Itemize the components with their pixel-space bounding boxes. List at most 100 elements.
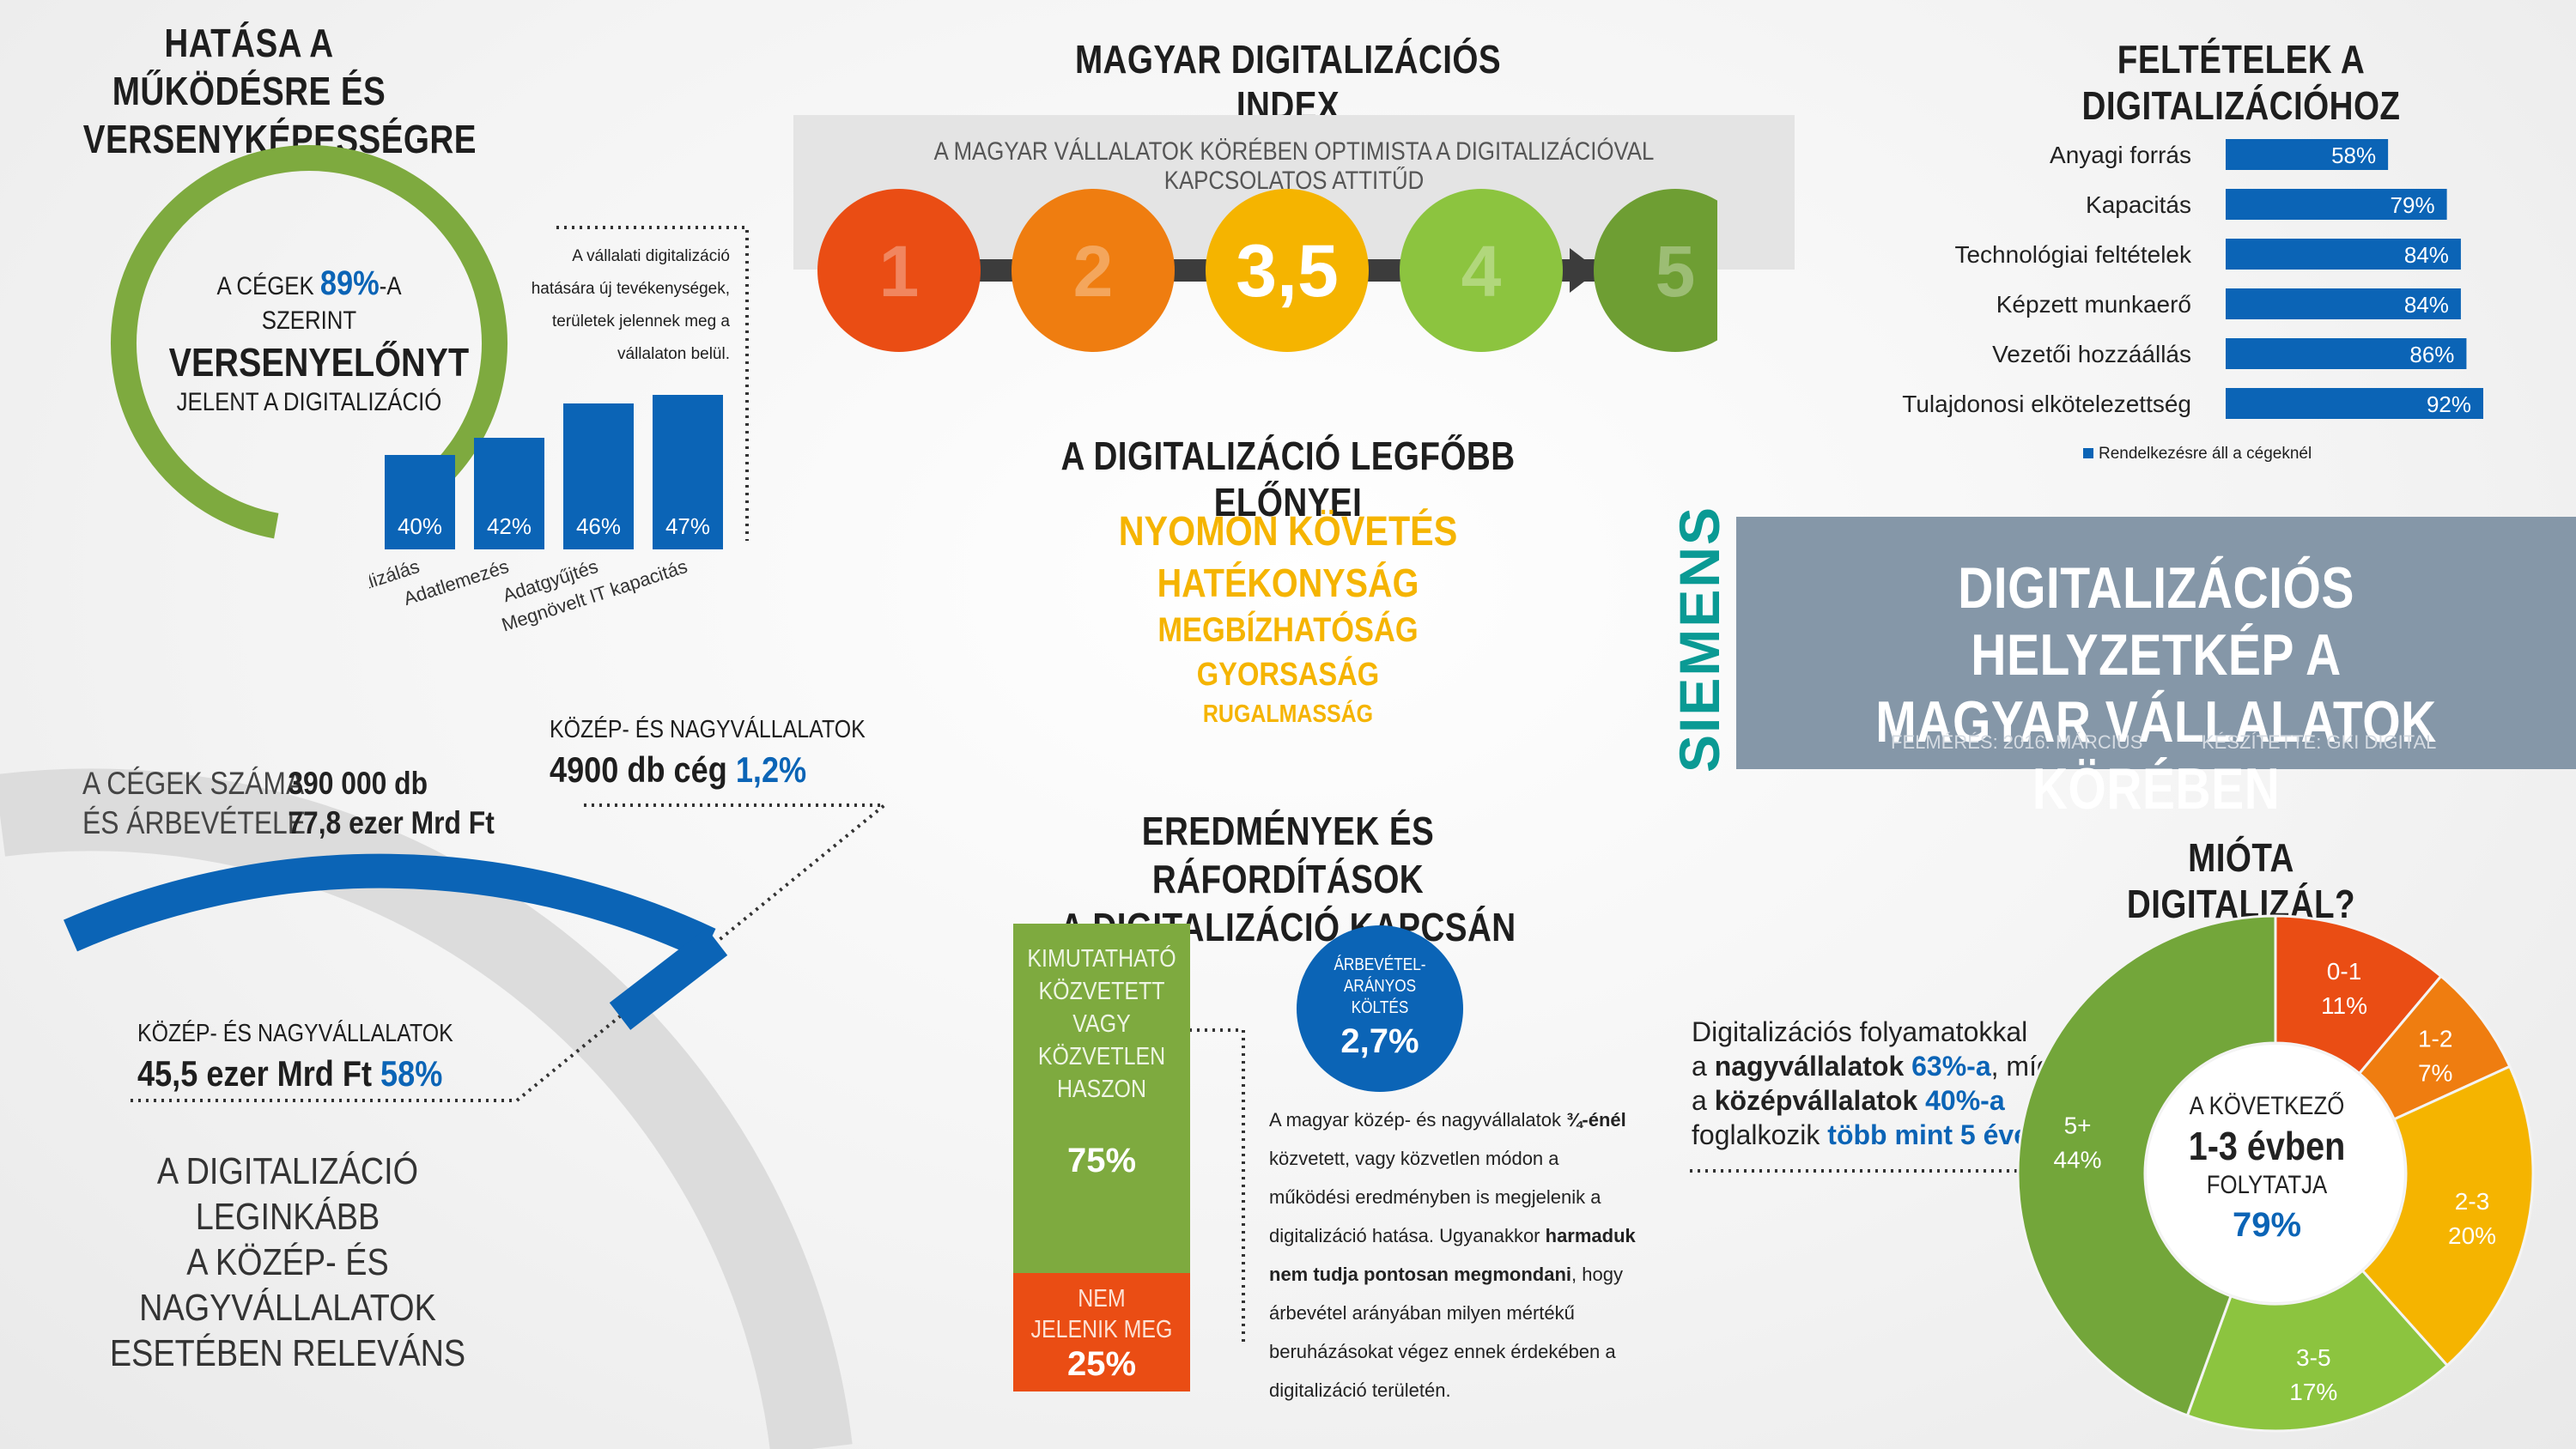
conditions-bar: [2226, 288, 2461, 319]
conditions-category-label: Anyagi forrás: [2050, 142, 2191, 168]
benefit-item: HATÉKONYSÁG: [1157, 561, 1419, 605]
since-slice-category: 3-5: [2296, 1344, 2330, 1371]
results-red-pct: 25%: [1066, 1345, 1137, 1383]
since-donut-hole: [2147, 1045, 2404, 1302]
report-survey-date: FELMÉRÉS: 2016. MÁRCIUS: [1891, 731, 2143, 753]
conditions-bar: [2226, 239, 2461, 270]
results-circle-line: ÁRBEVÉTEL-: [1334, 955, 1426, 974]
benefits-list: NYOMON KÖVETÉS HATÉKONYSÁG MEGBÍZHATÓSÁG…: [1013, 506, 1563, 731]
index-circle-label: 3,5: [1236, 230, 1339, 312]
conclusion-line: ESETÉBEN RELEVÁNS: [109, 1332, 466, 1374]
since-text-span: a: [1692, 1051, 1715, 1082]
conditions-bar-label: 84%: [2404, 292, 2449, 318]
mid-large-revenue-label: KÖZÉP- ÉS NAGYVÁLLALATOK: [137, 1020, 453, 1047]
benefit-item: MEGBÍZHATÓSÁG: [1157, 611, 1419, 649]
since-slice-category: 0-1: [2327, 958, 2361, 985]
benefit-item: GYORSASÁG: [1196, 657, 1380, 693]
impact-bar-label: 42%: [487, 513, 532, 539]
conditions-legend-label: Rendelkezésre áll a cégeknél: [2099, 445, 2312, 463]
mid-large-revenue-pct: 58%: [380, 1053, 443, 1094]
companies-revenue-value: 77,8 ezer Mrd Ft: [288, 805, 495, 840]
results-para-text: közvetett, vagy közvetlen módon a működé…: [1269, 1148, 1601, 1246]
since-donut-chart: 0-1 11% 1-2 7% 2-3 20% 3-5 17% 5+ 44%: [2016, 914, 2535, 1433]
results-circle-line: ARÁNYOS: [1343, 977, 1417, 996]
results-green-line: KÖZVETLEN: [1037, 1043, 1166, 1070]
conditions-bar-label: 58%: [2331, 142, 2376, 168]
impact-ring-subline: JELENT A DIGITALIZÁCIÓ: [176, 388, 442, 416]
since-slice-pct: 11%: [2321, 992, 2367, 1019]
report-author: KÉSZÍTETTE: GKI DIGITAL: [2202, 731, 2437, 753]
results-circle-line: KÖLTÉS: [1351, 998, 1409, 1017]
companies-blue-arc: [63, 853, 716, 961]
conditions-bar: [2226, 189, 2447, 220]
conditions-bar: [2226, 388, 2483, 419]
impact-ring-headline: VERSENYELŐNYT: [168, 340, 470, 385]
since-center-pct: 79%: [2232, 1206, 2302, 1244]
leader-impact-note: [556, 226, 749, 541]
companies-conclusion: A DIGITALIZÁCIÓ LEGINKÁBB A KÖZÉP- ÉS NA…: [77, 1149, 498, 1376]
impact-ring-text: A CÉGEK 89%-A SZERINT VERSENYELŐNYT JELE…: [146, 266, 472, 419]
conditions-bar-label: 86%: [2409, 342, 2454, 367]
conclusion-line: NAGYVÁLLALATOK: [139, 1287, 436, 1329]
report-title-line-2: MAGYAR VÁLLALATOK KÖRÉBEN: [1875, 689, 2437, 822]
benefit-item: NYOMON KÖVETÉS: [1118, 509, 1458, 555]
since-text-bold: több mint 5 éve: [1827, 1119, 2029, 1150]
index-circle: [1206, 189, 1369, 352]
index-circle-label: 1: [879, 231, 920, 312]
conditions-bar-label: 92%: [2427, 391, 2471, 417]
since-slice-category: 1-2: [2418, 1025, 2452, 1052]
siemens-logo-text: SIEMENS: [1668, 505, 1731, 773]
impact-note-line-3: területek jelennek meg a: [551, 312, 730, 330]
results-paragraph: A magyar közép- és nagyvállalatok ¾-énél…: [1269, 1100, 1638, 1410]
since-slice-pct: 20%: [2448, 1222, 2496, 1249]
impact-ring: [110, 145, 507, 542]
since-slice-pct: 44%: [2054, 1146, 2102, 1173]
results-title: EREDMÉNYEK ÉS RÁFORDÍTÁSOK A DIGITALIZÁC…: [1036, 807, 1540, 951]
results-green-pct: 75%: [1066, 1142, 1137, 1179]
since-text-span: a: [1692, 1085, 1715, 1116]
impact-ring-pct: 89%: [319, 264, 380, 302]
siemens-logo: SIEMENS: [1668, 505, 1731, 773]
results-green-segment: KIMUTATHATÓ KÖZVETETT VAGY KÖZVETLEN HAS…: [1013, 924, 1190, 1273]
leader-revenue: [131, 1015, 622, 1102]
results-green-line: HASZON: [1057, 1076, 1146, 1103]
since-text-bold: középvállalatok: [1714, 1085, 1918, 1116]
report-title: DIGITALIZÁCIÓS HELYZETKÉP A MAGYAR VÁLLA…: [1803, 555, 2509, 822]
impact-ring-arc: [110, 145, 507, 542]
mid-large-revenue-value: 45,5 ezer Mrd Ft: [137, 1053, 373, 1094]
impact-bar: [385, 455, 455, 549]
index-circle: [1400, 189, 1563, 352]
impact-bar: [653, 395, 723, 549]
since-text-bold: nagyvállalatok: [1714, 1051, 1905, 1082]
conditions-category-label: Vezetői hozzáállás: [1992, 341, 2191, 367]
since-text-pct: 63%-a: [1904, 1051, 1991, 1082]
conclusion-line: A KÖZÉP- ÉS: [186, 1241, 389, 1283]
impact-bar-label: 46%: [576, 513, 621, 539]
companies-grey-arc: [0, 768, 853, 1449]
conditions-bar: [2226, 338, 2467, 369]
mid-large-count-value: 4900 db cég: [550, 749, 727, 790]
impact-ring-text-post: -A SZERINT: [261, 272, 402, 335]
results-title-line-1: EREDMÉNYEK ÉS RÁFORDÍTÁSOK: [1141, 809, 1435, 901]
index-title: MAGYAR DIGITALIZÁCIÓS INDEX: [1074, 37, 1502, 128]
conclusion-line: LEGINKÁBB: [195, 1196, 380, 1238]
since-slice-pct: 17%: [2289, 1379, 2337, 1405]
impact-bar-chart: 40%Folyamat-optimalizálás42%Adatlemezés4…: [369, 395, 723, 636]
results-para-text: , hogy árbevétel arányában milyen mérték…: [1269, 1264, 1623, 1401]
index-circle-label: 5: [1656, 231, 1696, 312]
conditions-bar-label: 84%: [2404, 242, 2449, 268]
since-center-headline: 1-3 évben: [2188, 1124, 2346, 1168]
index-circle-label: 2: [1073, 231, 1114, 312]
since-center-line: FOLYTATJA: [2206, 1171, 2328, 1199]
since-slice-category: 5+: [2064, 1112, 2092, 1138]
conditions-category-label: Tulajdonosi elkötelezettség: [1902, 391, 2191, 417]
impact-ring-text-pre: A CÉGEK: [216, 272, 314, 300]
since-text-pct: 40%-a: [1917, 1085, 2005, 1116]
companies-arc-spur: [609, 928, 728, 1030]
results-para-bold: ¾-énél: [1566, 1109, 1626, 1131]
results-stacked-bar: KIMUTATHATÓ KÖZVETETT VAGY KÖZVETLEN HAS…: [1013, 924, 1190, 1391]
index-arrow-head: [1570, 248, 1599, 293]
conditions-legend: Rendelkezésre áll a cégeknél: [2083, 445, 2312, 464]
results-circle-pct: 2,7%: [1340, 1022, 1419, 1060]
